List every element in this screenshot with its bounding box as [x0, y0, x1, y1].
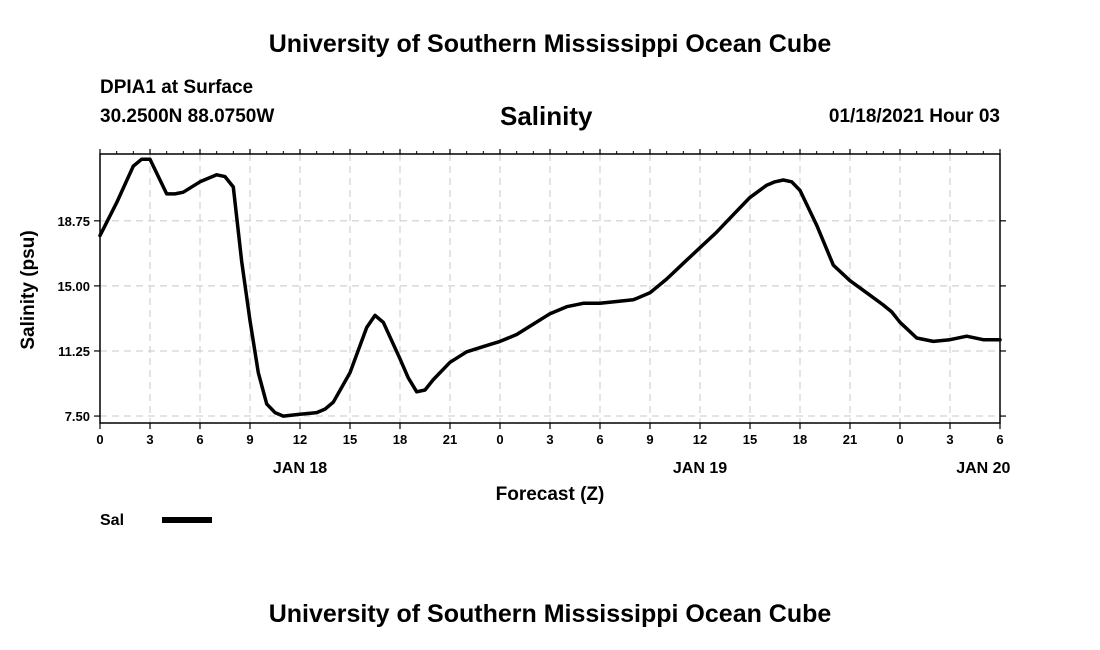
x-axis-label: Forecast (Z)	[496, 484, 605, 505]
x-date-label: JAN 19	[673, 460, 727, 477]
x-tick-label: 6	[196, 432, 203, 447]
x-tick-label: 21	[843, 432, 857, 447]
x-date-label: JAN 20	[956, 460, 1010, 477]
x-tick-label: 18	[393, 432, 407, 447]
x-tick-label: 0	[496, 432, 503, 447]
x-tick-label: 0	[96, 432, 103, 447]
x-tick-label: 9	[646, 432, 653, 447]
x-tick-label: 15	[343, 432, 357, 447]
y-tick-label: 7.50	[65, 409, 90, 424]
y-tick-label: 11.25	[58, 344, 90, 359]
y-axis-label: Salinity (psu)	[18, 230, 39, 349]
x-tick-label: 18	[793, 432, 807, 447]
x-tick-label: 3	[546, 432, 553, 447]
x-tick-label: 9	[246, 432, 253, 447]
x-tick-label: 3	[146, 432, 153, 447]
location-label: 30.2500N 88.0750W	[100, 106, 275, 127]
legend-label: Sal	[100, 512, 124, 529]
y-tick-label: 15.00	[57, 279, 90, 294]
x-tick-label: 21	[443, 432, 457, 447]
y-tick-label: 18.75	[57, 214, 90, 229]
bottom-title: University of Southern Mississippi Ocean…	[268, 600, 832, 628]
chart-title: Salinity	[500, 101, 593, 131]
x-date-label: JAN 18	[273, 460, 327, 477]
station-label: DPIA1 at Surface	[100, 77, 254, 98]
x-tick-label: 15	[743, 432, 757, 447]
datetime-label: 01/18/2021 Hour 03	[828, 106, 1000, 127]
x-tick-label: 0	[896, 432, 903, 447]
series-line-sal	[98, 157, 1002, 418]
top-title: University of Southern Mississippi Ocean…	[268, 30, 832, 58]
x-tick-label: 12	[293, 432, 307, 447]
x-tick-label: 6	[596, 432, 603, 447]
x-tick-label: 12	[693, 432, 707, 447]
x-tick-label: 3	[946, 432, 953, 447]
x-tick-label: 6	[996, 432, 1003, 447]
